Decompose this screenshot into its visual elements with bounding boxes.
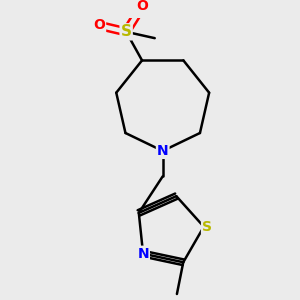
Text: N: N <box>157 144 169 158</box>
Text: O: O <box>136 0 148 14</box>
Text: N: N <box>137 247 149 261</box>
Text: S: S <box>121 24 132 39</box>
Text: S: S <box>202 220 212 234</box>
Text: O: O <box>93 19 105 32</box>
